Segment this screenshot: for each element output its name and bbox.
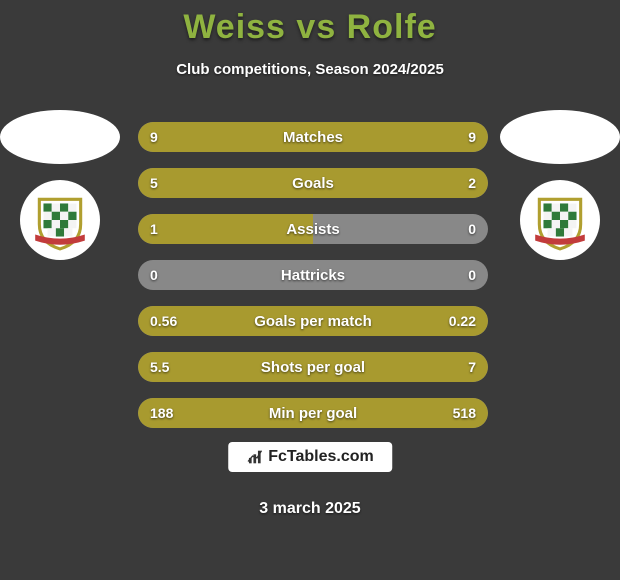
stat-value-right: 0 bbox=[468, 214, 476, 244]
stat-value-left: 1 bbox=[150, 214, 158, 244]
shield-icon bbox=[529, 189, 591, 251]
chart-icon bbox=[246, 448, 264, 466]
bar-fill-left bbox=[138, 122, 313, 152]
stat-value-left: 5 bbox=[150, 168, 158, 198]
stat-label: Hattricks bbox=[138, 260, 488, 290]
stat-row: 0.560.22Goals per match bbox=[138, 306, 488, 336]
stat-value-right: 9 bbox=[468, 122, 476, 152]
stat-value-left: 9 bbox=[150, 122, 158, 152]
stat-value-left: 5.5 bbox=[150, 352, 169, 382]
bar-fill-right bbox=[233, 398, 489, 428]
stat-row: 0 0Hattricks bbox=[138, 260, 488, 290]
stat-value-right: 0 bbox=[468, 260, 476, 290]
stat-row: 10Assists bbox=[138, 214, 488, 244]
club-crest-right bbox=[520, 180, 600, 260]
stat-value-right: 2 bbox=[468, 168, 476, 198]
stat-value-right: 518 bbox=[453, 398, 476, 428]
bar-fill-left bbox=[138, 214, 313, 244]
stat-row: 52Goals bbox=[138, 168, 488, 198]
club-crest-left bbox=[20, 180, 100, 260]
player-oval-left bbox=[0, 110, 120, 164]
date-label: 3 march 2025 bbox=[0, 500, 620, 518]
stat-value-right: 7 bbox=[468, 352, 476, 382]
stat-row: 5.57Shots per goal bbox=[138, 352, 488, 382]
bar-fill-left bbox=[138, 168, 373, 198]
stat-value-left: 188 bbox=[150, 398, 173, 428]
brand-text: FcTables.com bbox=[268, 448, 374, 466]
stat-value-left: 0.56 bbox=[150, 306, 177, 336]
stat-bars: 99Matches52Goals10Assists00Hattricks0.56… bbox=[138, 122, 488, 444]
player-oval-right bbox=[500, 110, 620, 164]
bar-fill-right bbox=[313, 122, 488, 152]
stat-value-right: 0.22 bbox=[449, 306, 476, 336]
stat-value-left: 0 bbox=[150, 260, 158, 290]
comparison-card: Weiss vs Rolfe Club competitions, Season… bbox=[0, 0, 620, 580]
stat-row: 99Matches bbox=[138, 122, 488, 152]
subtitle: Club competitions, Season 2024/2025 bbox=[0, 61, 620, 78]
bar-fill-right bbox=[292, 352, 488, 382]
brand-badge[interactable]: FcTables.com bbox=[228, 442, 392, 472]
page-title: Weiss vs Rolfe bbox=[0, 8, 620, 47]
shield-icon bbox=[29, 189, 91, 251]
stat-row: 188518Min per goal bbox=[138, 398, 488, 428]
